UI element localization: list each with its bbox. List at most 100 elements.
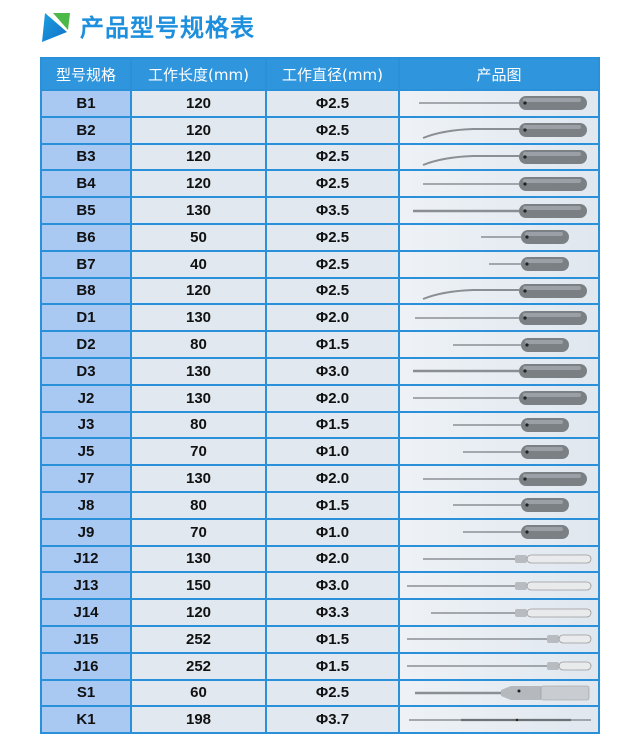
cell-length: 40: [130, 249, 267, 279]
cell-diameter: Φ3.7: [265, 705, 400, 735]
cell-diameter: Φ2.5: [265, 89, 400, 118]
cell-diameter: Φ2.0: [265, 544, 400, 574]
cell-length: 70: [130, 437, 267, 467]
cell-product-image: [398, 571, 600, 601]
table-row: B2 120 Φ2.5: [40, 115, 600, 145]
table-row: B4 120 Φ2.5: [40, 169, 600, 199]
screwdriver-dark-handle-short-icon: [489, 257, 569, 272]
screwdriver-metal-handle-icon: [407, 581, 592, 591]
cell-model: S1: [40, 678, 132, 708]
cell-diameter: Φ2.5: [265, 142, 400, 172]
cell-product-image: [398, 249, 600, 279]
cell-diameter: Φ1.5: [265, 490, 400, 520]
cell-model: D2: [40, 330, 132, 359]
cell-length: 120: [130, 115, 267, 145]
cell-product-image: [398, 437, 600, 467]
cell-model: D3: [40, 356, 132, 386]
cell-model: J9: [40, 517, 132, 547]
cell-product-image: [398, 115, 600, 145]
cell-diameter: Φ2.5: [265, 115, 400, 145]
cell-diameter: Φ2.0: [265, 464, 400, 493]
screwdriver-dark-handle-bent-icon: [422, 123, 587, 140]
screwdriver-dark-handle-icon: [413, 391, 587, 406]
cell-product-image: [398, 544, 600, 574]
screwdriver-dark-handle-bent-icon: [422, 149, 587, 166]
cell-length: 120: [130, 169, 267, 199]
cell-model: B1: [40, 89, 132, 118]
cell-diameter: Φ1.0: [265, 517, 400, 547]
cell-diameter: Φ1.5: [265, 410, 400, 440]
cell-diameter: Φ2.0: [265, 303, 400, 333]
cell-length: 120: [130, 276, 267, 306]
cell-length: 130: [130, 356, 267, 386]
screwdriver-metal-handle-icon: [423, 554, 592, 564]
table-row: J12 130 Φ2.0: [40, 544, 600, 574]
screwdriver-dark-handle-short-icon: [453, 337, 569, 352]
table-row: B7 40 Φ2.5: [40, 249, 600, 279]
cell-diameter: Φ2.5: [265, 678, 400, 708]
cell-product-image: [398, 624, 600, 654]
table-row: J7 130 Φ2.0: [40, 464, 600, 493]
cell-product-image: [398, 303, 600, 333]
ratchet-screwdriver-icon: [415, 685, 590, 701]
cell-model: J5: [40, 437, 132, 467]
table-row: S1 60 Φ2.5: [40, 678, 600, 708]
cell-model: B4: [40, 169, 132, 199]
cell-model: J3: [40, 410, 132, 440]
screwdriver-dark-handle-short-icon: [453, 417, 569, 432]
table-row: B1 120 Φ2.5: [40, 89, 600, 118]
table-row: K1 198 Φ3.7: [40, 705, 600, 735]
cell-product-image: [398, 410, 600, 440]
cell-length: 120: [130, 89, 267, 118]
cell-model: B5: [40, 196, 132, 225]
spec-table: 型号规格 工作长度(mm) 工作直径(mm) 产品图 B1 120 Φ2.5 B…: [40, 57, 600, 735]
cell-diameter: Φ3.0: [265, 356, 400, 386]
cell-product-image: [398, 196, 600, 225]
cell-diameter: Φ1.5: [265, 330, 400, 359]
title-text: 产品型号规格表: [80, 14, 255, 42]
cell-product-image: [398, 490, 600, 520]
screwdriver-dark-handle-short-icon: [463, 444, 569, 459]
screwdriver-dark-handle-icon: [415, 310, 587, 325]
cell-length: 80: [130, 410, 267, 440]
table-row: J8 80 Φ1.5: [40, 490, 600, 520]
table-row: J15 252 Φ1.5: [40, 624, 600, 654]
cell-length: 120: [130, 142, 267, 172]
table-row: B6 50 Φ2.5: [40, 222, 600, 252]
cell-length: 60: [130, 678, 267, 708]
cell-length: 130: [130, 383, 267, 413]
cell-length: 130: [130, 303, 267, 333]
cell-product-image: [398, 678, 600, 708]
cell-diameter: Φ2.5: [265, 249, 400, 279]
cell-product-image: [398, 169, 600, 199]
cell-product-image: [398, 330, 600, 359]
cell-length: 70: [130, 517, 267, 547]
cell-model: J7: [40, 464, 132, 493]
cell-product-image: [398, 598, 600, 627]
cell-product-image: [398, 276, 600, 306]
table-row: J3 80 Φ1.5: [40, 410, 600, 440]
table-row: B3 120 Φ2.5: [40, 142, 600, 172]
screwdriver-dark-handle-icon: [419, 96, 587, 111]
cell-model: B7: [40, 249, 132, 279]
cell-diameter: Φ1.0: [265, 437, 400, 467]
cell-product-image: [398, 356, 600, 386]
cell-length: 80: [130, 490, 267, 520]
screwdriver-metal-handle-icon: [431, 608, 592, 617]
screwdriver-dark-handle-short-icon: [453, 498, 569, 513]
cell-diameter: Φ2.5: [265, 276, 400, 306]
cell-length: 50: [130, 222, 267, 252]
cell-diameter: Φ2.5: [265, 169, 400, 199]
cell-length: 198: [130, 705, 267, 735]
table-row: J5 70 Φ1.0: [40, 437, 600, 467]
cell-product-image: [398, 383, 600, 413]
cell-model: J16: [40, 651, 132, 681]
cell-diameter: Φ2.5: [265, 222, 400, 252]
cell-model: J2: [40, 383, 132, 413]
screwdriver-dark-handle-icon: [423, 471, 587, 486]
screwdriver-dark-handle-bent-icon: [422, 283, 587, 300]
logo-icon: [42, 12, 70, 42]
cell-diameter: Φ3.5: [265, 196, 400, 225]
screwdriver-dark-handle-icon: [413, 364, 587, 379]
table-row: J2 130 Φ2.0: [40, 383, 600, 413]
